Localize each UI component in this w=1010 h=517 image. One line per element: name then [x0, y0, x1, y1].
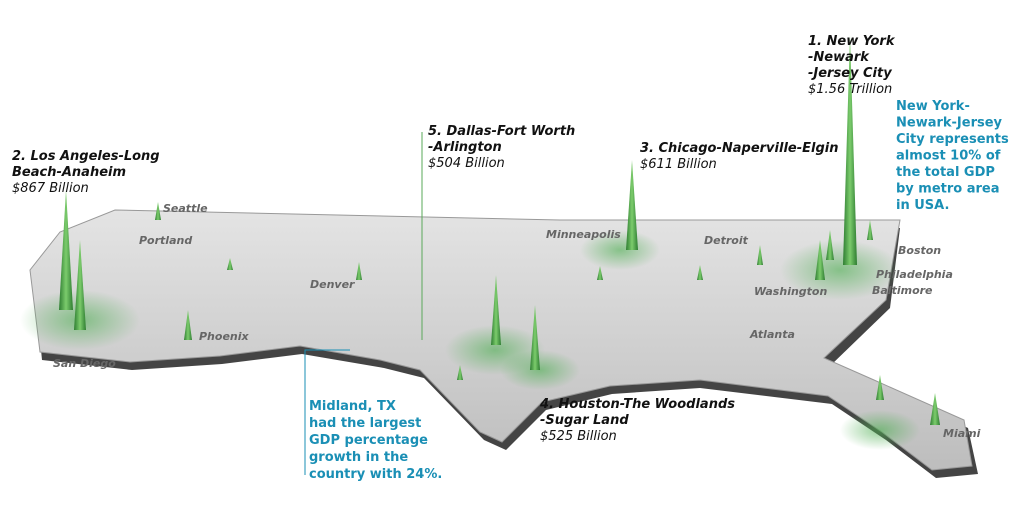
- glow: [840, 410, 920, 450]
- callout-line: almost 10% of: [896, 149, 1001, 164]
- callout-line: the total GDP: [896, 165, 995, 180]
- spike: [74, 240, 86, 330]
- ranking-value: $611 Billion: [640, 157, 717, 172]
- callout-line: by metro area: [896, 182, 1000, 197]
- spike: [356, 262, 362, 280]
- ranking-title: -Sugar Land: [540, 413, 629, 428]
- city-label: Minneapolis: [546, 228, 621, 241]
- spike: [597, 266, 603, 280]
- ranking-title: -Arlington: [428, 140, 502, 155]
- callout-line: New York-: [896, 99, 970, 114]
- spikes: [59, 35, 940, 425]
- spike: [530, 305, 540, 370]
- city-label: Miami: [943, 427, 981, 440]
- ranking-title: -Jersey City: [808, 66, 892, 81]
- spike: [491, 275, 501, 345]
- callout-line: country with 24%.: [309, 467, 442, 482]
- callout-line: Newark-Jersey: [896, 116, 1003, 131]
- callout-line: City represents: [896, 132, 1009, 147]
- city-label: Atlanta: [749, 328, 795, 341]
- city-label: Washington: [754, 285, 827, 298]
- spike: [876, 375, 884, 400]
- ranking-value: $867 Billion: [12, 181, 89, 196]
- leader-line: [304, 349, 350, 475]
- callout-line: Midland, TX: [309, 399, 396, 414]
- ranking-title: 2. Los Angeles-Long: [12, 149, 160, 164]
- spike: [867, 220, 873, 240]
- city-label: Portland: [139, 234, 192, 247]
- spike: [930, 393, 940, 425]
- ranking-value: $525 Billion: [540, 429, 617, 444]
- spike: [457, 365, 463, 380]
- spike: [184, 310, 192, 340]
- ranking-title: Beach-Anaheim: [12, 165, 126, 180]
- city-label: Phoenix: [199, 330, 250, 343]
- city-label: Boston: [898, 244, 941, 257]
- ranking-value: $504 Billion: [428, 156, 505, 171]
- spike: [843, 35, 857, 265]
- spike: [826, 230, 834, 260]
- ranking-title: -Newark: [808, 50, 870, 65]
- ranking-title: 3. Chicago-Naperville-Elgin: [640, 141, 838, 156]
- ranking-title: 4. Houston-The Woodlands: [539, 397, 735, 412]
- labels: 1. New York-Newark-Jersey City$1.56 Tril…: [12, 34, 1009, 482]
- city-label: Seattle: [163, 202, 208, 215]
- spike: [155, 202, 161, 220]
- spike: [227, 258, 233, 270]
- spike: [626, 160, 638, 250]
- callout-line: growth in the: [309, 450, 408, 465]
- city-label: Detroit: [704, 234, 749, 247]
- city-label: Baltimore: [872, 284, 933, 297]
- ranking-title: 5. Dallas-Fort Worth: [428, 124, 575, 139]
- callout-line: had the largest: [309, 416, 421, 431]
- spike: [59, 190, 73, 310]
- ranking-value: $1.56 Trillion: [808, 82, 892, 97]
- city-label: Philadelphia: [876, 268, 953, 281]
- city-label: Denver: [310, 278, 355, 291]
- spike: [757, 245, 763, 265]
- ranking-title: 1. New York: [808, 34, 896, 49]
- glow: [780, 240, 900, 300]
- callout-line: in USA.: [896, 198, 949, 213]
- glow: [580, 230, 660, 270]
- city-label: San Diego: [53, 357, 116, 370]
- spike: [697, 265, 703, 280]
- callout-line: GDP percentage: [309, 433, 428, 448]
- spike: [815, 240, 825, 280]
